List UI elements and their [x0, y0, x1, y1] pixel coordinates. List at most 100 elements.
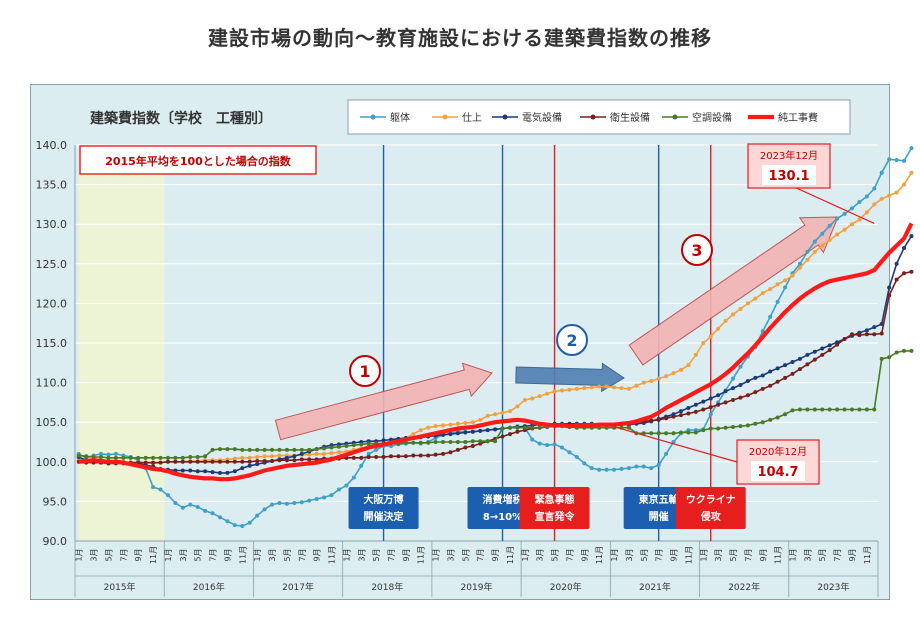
- data-point: [887, 285, 892, 290]
- data-point: [128, 455, 133, 460]
- data-point: [656, 462, 661, 467]
- data-point: [716, 393, 721, 398]
- data-point: [426, 425, 431, 430]
- data-point: [255, 513, 260, 518]
- data-point: [857, 217, 862, 222]
- data-point: [441, 440, 446, 444]
- data-point: [470, 420, 475, 425]
- y-tick-label: 130.0: [36, 218, 68, 231]
- data-point: [292, 500, 297, 505]
- data-point: [307, 457, 312, 462]
- data-point: [151, 485, 156, 490]
- data-point: [879, 196, 884, 201]
- x-tick-label: 1月: [342, 548, 351, 561]
- data-point: [351, 443, 356, 448]
- data-point: [812, 357, 817, 362]
- data-point: [797, 265, 802, 270]
- data-point: [455, 440, 460, 444]
- data-point: [232, 469, 237, 474]
- data-point: [552, 442, 557, 447]
- data-point: [322, 495, 327, 500]
- data-point: [753, 421, 758, 426]
- legend-label: 純工事費: [778, 111, 818, 124]
- data-point: [210, 459, 215, 464]
- step-marker-number: 3: [691, 241, 702, 260]
- x-tick-label: 3月: [803, 548, 812, 561]
- x-tick-label: 9月: [580, 548, 589, 561]
- data-point: [158, 455, 163, 460]
- data-point: [671, 371, 676, 376]
- data-point: [820, 407, 825, 412]
- data-point: [805, 249, 810, 254]
- data-point: [567, 387, 572, 392]
- year-label: 2021年: [639, 581, 671, 593]
- data-point: [530, 437, 535, 442]
- data-point: [864, 407, 869, 412]
- data-point: [708, 396, 713, 401]
- data-point: [210, 470, 215, 475]
- data-point: [158, 487, 163, 492]
- legend-marker: [672, 114, 678, 120]
- data-point: [894, 158, 899, 163]
- data-point: [351, 455, 356, 460]
- data-point: [411, 432, 416, 437]
- x-tick-label: 3月: [90, 548, 99, 561]
- data-point: [582, 386, 587, 391]
- data-point: [455, 421, 460, 426]
- x-tick-label: 9月: [491, 548, 500, 561]
- data-point: [284, 501, 289, 506]
- data-point: [560, 445, 565, 450]
- data-point: [247, 447, 252, 452]
- data-point: [366, 441, 371, 446]
- x-tick-label: 7月: [744, 548, 753, 561]
- data-point: [872, 407, 877, 412]
- data-point: [849, 222, 854, 227]
- legend-label: 空調設備: [692, 111, 732, 124]
- data-point: [797, 261, 802, 266]
- data-point: [693, 430, 698, 435]
- x-tick-label: 5月: [461, 548, 470, 561]
- chart-title: 建築費指数〔学校 工種別〕: [90, 110, 272, 127]
- data-point: [731, 376, 736, 381]
- data-point: [797, 367, 802, 372]
- data-point: [448, 440, 453, 444]
- data-point: [738, 382, 743, 387]
- data-point: [835, 216, 840, 221]
- data-point: [470, 439, 475, 444]
- x-tick-label: 1月: [75, 548, 84, 561]
- data-point: [255, 455, 260, 460]
- data-point: [441, 451, 446, 456]
- data-point: [493, 412, 498, 417]
- data-point: [723, 389, 728, 394]
- data-point: [314, 447, 319, 452]
- data-point: [463, 430, 468, 435]
- data-point: [463, 445, 468, 450]
- x-tick-label: 1月: [699, 548, 708, 561]
- x-tick-label: 9月: [759, 548, 768, 561]
- data-point: [820, 231, 825, 236]
- data-point: [641, 431, 646, 436]
- data-point: [359, 455, 364, 460]
- x-tick-label: 1月: [521, 548, 530, 561]
- series-line: [78, 270, 912, 465]
- data-point: [701, 428, 706, 433]
- x-tick-label: 3月: [179, 548, 188, 561]
- data-point: [91, 455, 96, 460]
- data-point: [745, 423, 750, 428]
- trend-arrow-3: [628, 216, 839, 366]
- data-point: [299, 457, 304, 462]
- data-point: [292, 447, 297, 452]
- data-point: [270, 447, 275, 452]
- data-point: [113, 455, 118, 460]
- data-point: [872, 202, 877, 207]
- data-point: [790, 273, 795, 278]
- data-point: [418, 453, 423, 458]
- data-point: [195, 469, 200, 474]
- data-point: [455, 431, 460, 436]
- data-point: [686, 430, 691, 435]
- y-tick-label: 125.0: [36, 258, 68, 271]
- data-point: [143, 455, 148, 460]
- data-point: [262, 454, 267, 459]
- data-point: [790, 371, 795, 376]
- data-point: [641, 380, 646, 385]
